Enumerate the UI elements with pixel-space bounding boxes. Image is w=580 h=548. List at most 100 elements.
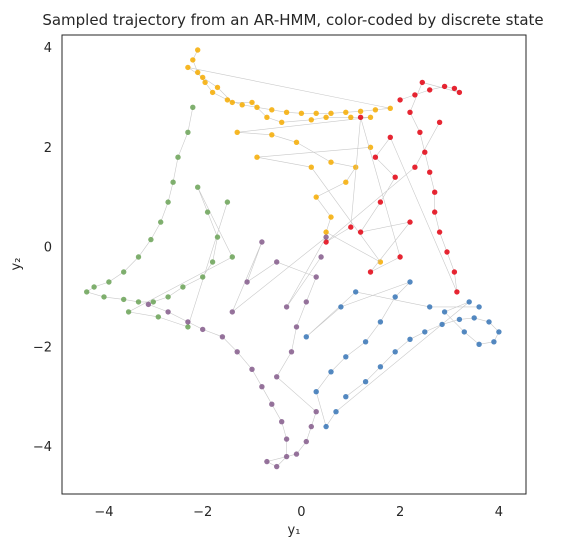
data-point	[357, 108, 364, 115]
data-point	[372, 107, 379, 113]
data-point	[441, 309, 448, 315]
data-point	[357, 229, 364, 235]
data-point	[313, 194, 319, 200]
x-axis-label: y₁	[288, 523, 301, 538]
series-1	[185, 47, 393, 265]
data-point	[239, 102, 245, 108]
data-point	[456, 316, 463, 323]
data-point	[200, 274, 206, 280]
data-point	[195, 184, 201, 190]
data-point	[283, 453, 290, 460]
data-point	[249, 366, 255, 372]
data-point	[476, 341, 482, 347]
data-point	[165, 199, 171, 205]
data-point	[259, 384, 265, 390]
data-point	[279, 119, 285, 126]
data-point	[234, 129, 240, 135]
data-point	[422, 149, 428, 155]
data-point	[308, 164, 314, 170]
data-point	[121, 269, 127, 275]
data-point	[249, 99, 255, 106]
data-point	[264, 114, 270, 121]
x-tick-label: 2	[396, 505, 404, 520]
data-point	[106, 279, 112, 285]
data-point	[259, 239, 265, 245]
data-point	[200, 74, 206, 81]
data-point	[254, 104, 260, 111]
data-point	[200, 326, 206, 333]
data-point	[101, 294, 107, 300]
data-point	[407, 219, 413, 225]
data-point	[148, 236, 154, 243]
data-point	[491, 339, 497, 345]
data-point	[190, 57, 196, 63]
data-point	[496, 329, 502, 335]
data-point	[279, 419, 285, 425]
data-point	[417, 129, 423, 135]
data-point	[121, 296, 127, 303]
y-tick-label: 2	[44, 141, 52, 156]
data-point	[214, 84, 221, 91]
data-point	[387, 105, 393, 112]
y-axis-ticks: −4 −2 0 2 4	[33, 41, 52, 455]
data-point	[343, 109, 349, 116]
data-point	[392, 294, 398, 300]
y-tick-label: −4	[33, 440, 52, 455]
data-point	[190, 104, 196, 111]
data-point	[165, 294, 171, 300]
data-point	[328, 369, 334, 375]
data-point	[283, 304, 290, 310]
data-point	[427, 304, 433, 310]
data-point	[209, 89, 216, 96]
data-point	[202, 79, 208, 86]
data-point	[432, 209, 438, 215]
data-point	[313, 409, 319, 415]
data-point	[353, 164, 359, 170]
data-point	[362, 339, 369, 345]
data-point	[323, 234, 329, 240]
data-point	[392, 349, 398, 355]
series-2	[323, 79, 463, 295]
trajectory-line	[85, 107, 233, 328]
data-point	[180, 284, 186, 290]
data-point	[422, 329, 428, 335]
data-point	[476, 304, 482, 310]
data-point	[195, 47, 201, 53]
data-point	[224, 199, 231, 205]
data-point	[91, 284, 97, 290]
data-point	[387, 134, 393, 140]
data-point	[274, 259, 280, 265]
data-point	[185, 64, 191, 71]
data-point	[293, 324, 300, 330]
data-point	[303, 299, 309, 305]
data-point	[372, 154, 379, 160]
data-point	[466, 299, 472, 305]
series-3	[84, 104, 235, 330]
data-point	[419, 79, 425, 86]
plot-content	[84, 47, 502, 470]
data-point	[125, 309, 132, 315]
data-point	[158, 219, 164, 225]
data-point	[288, 349, 295, 355]
data-point	[209, 259, 216, 265]
data-point	[274, 374, 280, 380]
data-point	[229, 99, 235, 106]
data-point	[318, 254, 324, 260]
data-point	[293, 451, 300, 457]
data-point	[234, 349, 240, 355]
series-5	[303, 279, 502, 430]
data-point	[377, 259, 384, 265]
data-point	[377, 199, 384, 205]
data-point	[436, 229, 443, 235]
data-point	[219, 334, 226, 340]
data-point	[254, 154, 260, 160]
data-point	[367, 269, 374, 275]
data-point	[412, 92, 418, 98]
data-point	[135, 254, 142, 260]
data-point	[308, 117, 314, 123]
data-point	[451, 85, 458, 92]
data-point	[333, 409, 339, 415]
data-point	[407, 109, 413, 116]
data-point	[328, 159, 334, 165]
trajectory-line	[306, 281, 500, 428]
